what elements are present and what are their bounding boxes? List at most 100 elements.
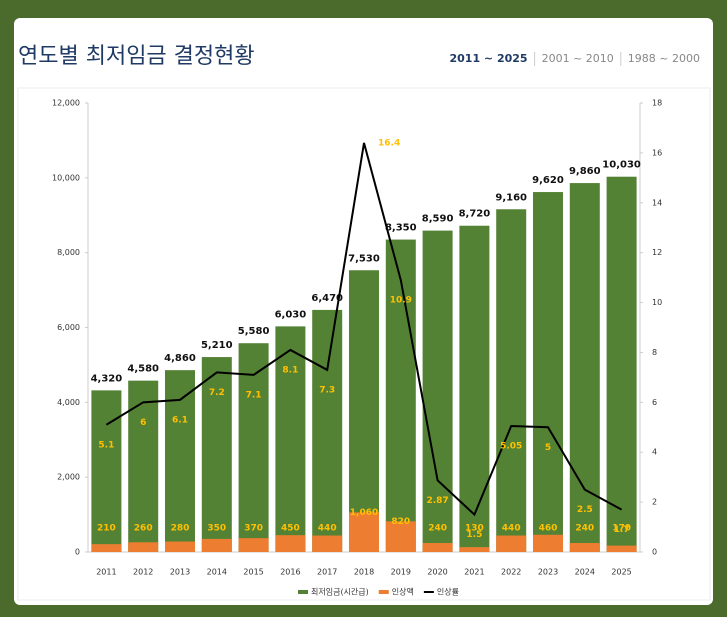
bar: [238, 343, 269, 552]
x-tick-label: 2017: [317, 568, 337, 577]
bar: [275, 535, 306, 552]
y2-tick-label: 2: [652, 498, 657, 507]
value-label: 240: [575, 524, 594, 534]
bar: [569, 543, 600, 552]
bar: [312, 535, 343, 552]
bar: [606, 176, 637, 553]
y2-tick-label: 8: [652, 348, 657, 357]
rate-label: 2.87: [426, 496, 448, 506]
legend-label: 인상액: [392, 587, 414, 597]
x-tick-label: 2013: [170, 568, 190, 577]
y2-tick-label: 18: [652, 99, 662, 108]
value-label: 210: [97, 524, 116, 534]
bar: [165, 541, 195, 552]
bar: [238, 538, 269, 552]
rate-label: 7.3: [319, 385, 335, 395]
x-tick-label: 2011: [96, 568, 116, 577]
value-label: 350: [207, 524, 226, 534]
x-tick-label: 2012: [133, 568, 153, 577]
rate-label: 16.4: [378, 138, 400, 148]
period-tab[interactable]: 2001 ~ 2010: [542, 52, 614, 65]
y2-tick-label: 0: [652, 548, 657, 557]
x-tick-label: 2015: [243, 568, 263, 577]
x-tick-label: 2021: [464, 568, 484, 577]
value-label: 9,620: [532, 175, 564, 186]
value-label: 7,530: [348, 253, 380, 264]
rate-label: 10.9: [390, 296, 412, 306]
y-tick-label: 12,000: [52, 99, 80, 108]
value-label: 440: [318, 524, 337, 534]
bar: [533, 192, 563, 552]
y2-tick-label: 6: [652, 398, 657, 407]
rate-label: 8.1: [282, 365, 298, 375]
bar: [91, 544, 122, 552]
legend-swatch: [378, 590, 389, 594]
bar: [459, 225, 490, 552]
rate-label: 7.1: [246, 390, 262, 400]
rate-label: 6.1: [172, 415, 188, 425]
legend-label: 최저임금(시간급): [311, 587, 369, 597]
y2-tick-label: 16: [652, 148, 662, 157]
bar: [349, 270, 379, 552]
bar: [128, 542, 159, 552]
y-tick-label: 2,000: [57, 473, 80, 482]
value-label: 130: [465, 524, 484, 534]
x-tick-label: 2020: [427, 568, 447, 577]
bar: [312, 309, 343, 552]
value-label: 170: [612, 524, 631, 534]
y2-tick-label: 4: [652, 448, 657, 457]
value-label: 9,160: [495, 192, 527, 203]
bar: [459, 547, 490, 552]
value-label: 820: [391, 517, 410, 527]
value-label: 1,060: [350, 508, 378, 518]
bar: [422, 230, 453, 553]
period-tab[interactable]: 1988 ~ 2000: [628, 52, 700, 65]
value-label: 440: [502, 524, 521, 534]
bar: [201, 357, 232, 552]
y-tick-label: 6,000: [57, 323, 80, 332]
value-label: 10,030: [602, 160, 641, 171]
x-tick-label: 2022: [501, 568, 521, 577]
x-tick-label: 2019: [391, 568, 411, 577]
value-label: 4,580: [127, 364, 159, 375]
value-label: 5,210: [201, 340, 233, 351]
x-tick-label: 2014: [207, 568, 227, 577]
bar: [275, 326, 306, 552]
rate-label: 7.2: [209, 388, 225, 398]
y-tick-label: 10,000: [52, 173, 80, 182]
y-tick-label: 8,000: [57, 248, 80, 257]
bar: [569, 183, 600, 553]
x-tick-label: 2023: [538, 568, 558, 577]
bar: [533, 534, 563, 552]
period-tab[interactable]: 2011 ~ 2025: [449, 52, 527, 65]
x-tick-label: 2018: [354, 568, 374, 577]
rate-label: 6: [140, 418, 146, 428]
value-label: 450: [281, 524, 300, 534]
page-title: 연도별 최저임금 결정현황: [18, 44, 255, 69]
value-label: 6,470: [311, 293, 343, 304]
value-label: 8,590: [422, 214, 454, 225]
bar: [349, 512, 379, 552]
y-tick-label: 0: [75, 548, 80, 557]
y2-tick-label: 14: [652, 198, 662, 207]
value-label: 260: [134, 524, 153, 534]
bar: [496, 535, 527, 552]
chart-frame: [17, 87, 711, 601]
legend-label: 인상률: [437, 587, 459, 597]
value-label: 280: [171, 524, 190, 534]
x-tick-label: 2016: [280, 568, 300, 577]
bar: [91, 390, 122, 552]
value-label: 6,030: [275, 309, 307, 320]
y2-tick-label: 12: [652, 248, 662, 257]
rate-label: 1.7: [614, 525, 630, 535]
value-label: 9,860: [569, 166, 601, 177]
y2-tick-label: 10: [652, 298, 662, 307]
rate-label: 5: [545, 443, 551, 453]
rate-line: [105, 142, 623, 517]
value-label: 8,720: [459, 209, 491, 220]
rate-label: 5.05: [500, 442, 522, 452]
bar: [496, 209, 527, 552]
bar: [385, 521, 416, 552]
value-label: 370: [244, 524, 263, 534]
